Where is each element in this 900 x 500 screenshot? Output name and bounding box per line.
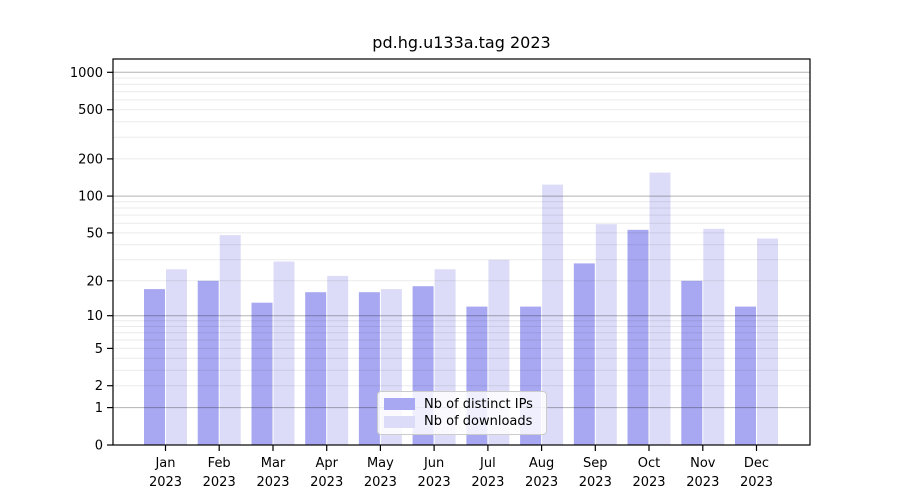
- bar-downloads-dec: [757, 238, 778, 445]
- y-tick-label: 20: [86, 274, 103, 289]
- legend-row-distinct-ips: Nb of distinct IPs: [384, 397, 540, 412]
- bar-downloads-apr: [327, 275, 349, 445]
- bar-distinct-ips-feb: [197, 280, 219, 445]
- bar-downloads-mar: [273, 261, 295, 445]
- x-tick-label: Aug 2023: [525, 456, 558, 490]
- x-tick-label: May 2023: [364, 456, 397, 490]
- y-tick-label: 0: [95, 439, 103, 454]
- bar-distinct-ips-oct: [627, 229, 649, 445]
- bar-distinct-ips-dec: [735, 306, 756, 445]
- legend-label-downloads: Nb of downloads: [424, 414, 533, 430]
- legend-swatch-downloads: [384, 415, 415, 428]
- y-tick-label: 50: [86, 226, 103, 241]
- bar-downloads-feb: [219, 235, 241, 445]
- legend-row-downloads: Nb of downloads: [384, 414, 540, 429]
- x-tick-label: Nov 2023: [686, 456, 719, 490]
- y-tick-label: 200: [78, 152, 103, 167]
- bar-distinct-ips-mar: [251, 302, 273, 445]
- y-tick-label: 500: [78, 103, 103, 118]
- chart-title: pd.hg.u133a.tag 2023: [372, 33, 551, 52]
- y-tick-label: 100: [78, 190, 103, 205]
- bar-downloads-aug: [542, 184, 564, 445]
- x-tick-label: Sep 2023: [579, 456, 612, 490]
- x-tick-label: Oct 2023: [632, 456, 665, 490]
- y-tick-label: 1000: [70, 66, 103, 81]
- bar-distinct-ips-jan: [144, 289, 165, 445]
- y-tick-label: 5: [95, 342, 103, 357]
- x-tick-label: Jan 2023: [149, 456, 182, 490]
- x-tick-label: Mar 2023: [256, 456, 289, 490]
- x-tick-label: Jul 2023: [471, 456, 504, 490]
- x-tick-label: Apr 2023: [310, 456, 343, 490]
- bar-downloads-oct: [649, 172, 671, 445]
- legend-swatch-distinct-ips: [384, 398, 415, 411]
- plot-border: [112, 58, 811, 446]
- bar-distinct-ips-sep: [573, 263, 595, 445]
- legend: Nb of distinct IPs Nb of downloads: [377, 391, 547, 435]
- bar-distinct-ips-nov: [681, 280, 703, 445]
- x-tick-label: Jun 2023: [418, 456, 451, 490]
- bar-distinct-ips-apr: [305, 292, 327, 445]
- x-tick-label: Feb 2023: [203, 456, 236, 490]
- legend-label-distinct-ips: Nb of distinct IPs: [424, 396, 533, 412]
- bar-downloads-jan: [166, 269, 187, 445]
- x-tick-label: Dec 2023: [740, 456, 773, 490]
- y-tick-label: 10: [86, 309, 103, 324]
- bar-distinct-ips-may: [358, 292, 380, 445]
- bar-downloads-sep: [595, 224, 617, 445]
- y-tick-label: 1: [95, 401, 103, 416]
- bar-downloads-nov: [703, 228, 725, 445]
- y-tick-label: 2: [95, 379, 103, 394]
